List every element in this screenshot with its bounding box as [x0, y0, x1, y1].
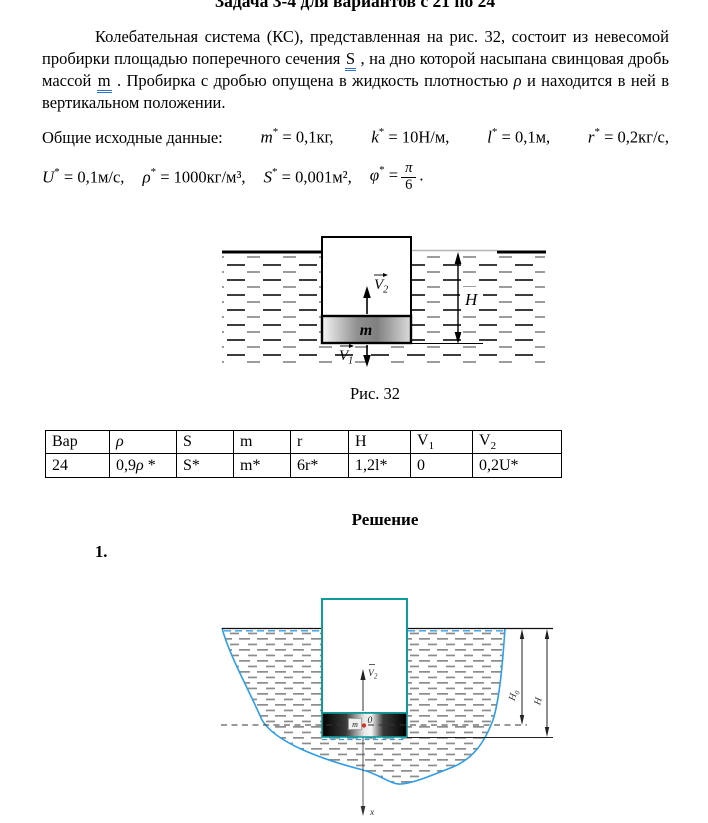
col-H: H — [348, 429, 411, 455]
term-S: S — [344, 49, 357, 71]
mass-label-box — [348, 718, 362, 730]
given-item-phi: φ* = π 6. — [369, 160, 424, 193]
cell-variant: 24 — [45, 453, 110, 479]
liquid-outline — [221, 627, 506, 785]
origin-label: 0 — [368, 716, 373, 726]
col-V2: V2 — [472, 429, 562, 455]
page-title: Задача 3-4 для вариантов с 21 по 24 — [214, 0, 496, 11]
cell-H: 1,2l* — [348, 453, 411, 479]
given-data-line2: U* = 0,1м/с, ρ* = 1000кг/м³, S* = 0,001м… — [42, 156, 669, 198]
h-top-arrow-icon — [544, 629, 550, 639]
cell-rho: 0,9ρ * — [109, 453, 177, 479]
cell-r: 6r* — [290, 453, 349, 479]
h-label-backdrop — [460, 287, 483, 308]
term-rho: ρ — [513, 71, 522, 90]
v2-label: V2 — [374, 277, 388, 296]
table-header-row: Вар ρ S m r H V1 V2 — [45, 429, 562, 455]
given-item-S: S* = 0,001м², — [263, 165, 352, 187]
problem-statement: Колебательная система (КС), представленн… — [42, 26, 669, 114]
h-bottom-arrow-icon — [544, 727, 550, 737]
solution-figure: x V2 m 0 H0 H — [221, 598, 553, 818]
given-item-rho: ρ* = 1000кг/м³, — [142, 165, 246, 187]
col-rho: ρ — [109, 429, 177, 455]
given-item-r: r* = 0,2кг/с, — [587, 126, 669, 147]
h-dim-top-arrow-icon — [454, 252, 462, 264]
h-label: H — [464, 290, 479, 309]
figure-caption: Рис. 32 — [350, 384, 400, 403]
given-intro: Общие исходные данные: — [42, 127, 223, 147]
origin-point — [361, 723, 367, 728]
given-data-line1: Общие исходные данные: m* = 0,1кг, k* = … — [42, 126, 669, 148]
variant-table: Вар ρ S m r H V1 V2 24 0,9ρ * S* m* 6r* … — [45, 429, 562, 479]
cell-V2: 0,2U* — [472, 453, 562, 479]
mass-label: m — [360, 322, 372, 339]
col-m: m — [233, 429, 291, 455]
vector-bar-head-icon — [383, 273, 388, 277]
solution-step-number: 1. — [95, 542, 108, 561]
vector-bar-head-icon — [349, 344, 354, 348]
col-S: S — [176, 429, 234, 455]
v2-arrowhead-icon — [363, 286, 371, 298]
v1-label: V1 — [339, 348, 353, 367]
h-label: H — [532, 696, 545, 708]
cell-S: S* — [176, 453, 234, 479]
paragraph-text: , на дно которой насыпана свинцовая дроб… — [42, 49, 669, 90]
col-V1: V1 — [410, 429, 473, 455]
v2-label: V2 — [368, 669, 378, 681]
x-axis-arrowhead-icon — [360, 806, 366, 816]
h0-top-arrow-icon — [519, 629, 525, 639]
paragraph-text: Колебательная система (КС), представленн… — [42, 27, 669, 68]
figure-32: V2 V1 m H Рис. 32 — [222, 236, 546, 403]
cell-m: m* — [233, 453, 291, 479]
lead-shot-block — [320, 314, 413, 345]
paragraph-text: и находится в ней в вертикальном положен… — [42, 71, 669, 112]
given-item-m: m* = 0,1кг, — [260, 126, 334, 147]
col-r: r — [290, 429, 349, 455]
h0-label: H0 — [507, 688, 522, 703]
paragraph-text: . Пробирка с дробью опущена в жидкость п… — [111, 71, 514, 90]
given-item-k: k* = 10Н/м, — [371, 126, 450, 147]
mass-label: m — [352, 720, 358, 729]
term-m: m — [96, 71, 112, 93]
test-tube — [321, 598, 408, 714]
given-item-l: l* = 0,1м, — [487, 126, 551, 147]
v1-arrowhead-icon — [363, 355, 371, 367]
col-variant: Вар — [45, 429, 110, 455]
h0-bottom-arrow-icon — [519, 715, 525, 725]
given-item-U: U* = 0,1м/с, — [42, 165, 125, 187]
x-axis-label: x — [369, 808, 375, 818]
table-data-row: 24 0,9ρ * S* m* 6r* 1,2l* 0 0,2U* — [45, 453, 562, 479]
h-dim-bottom-arrow-icon — [454, 332, 462, 344]
cell-V1: 0 — [410, 453, 473, 479]
solution-heading: Решение — [351, 510, 419, 529]
v2-arrowhead-icon — [360, 669, 366, 680]
